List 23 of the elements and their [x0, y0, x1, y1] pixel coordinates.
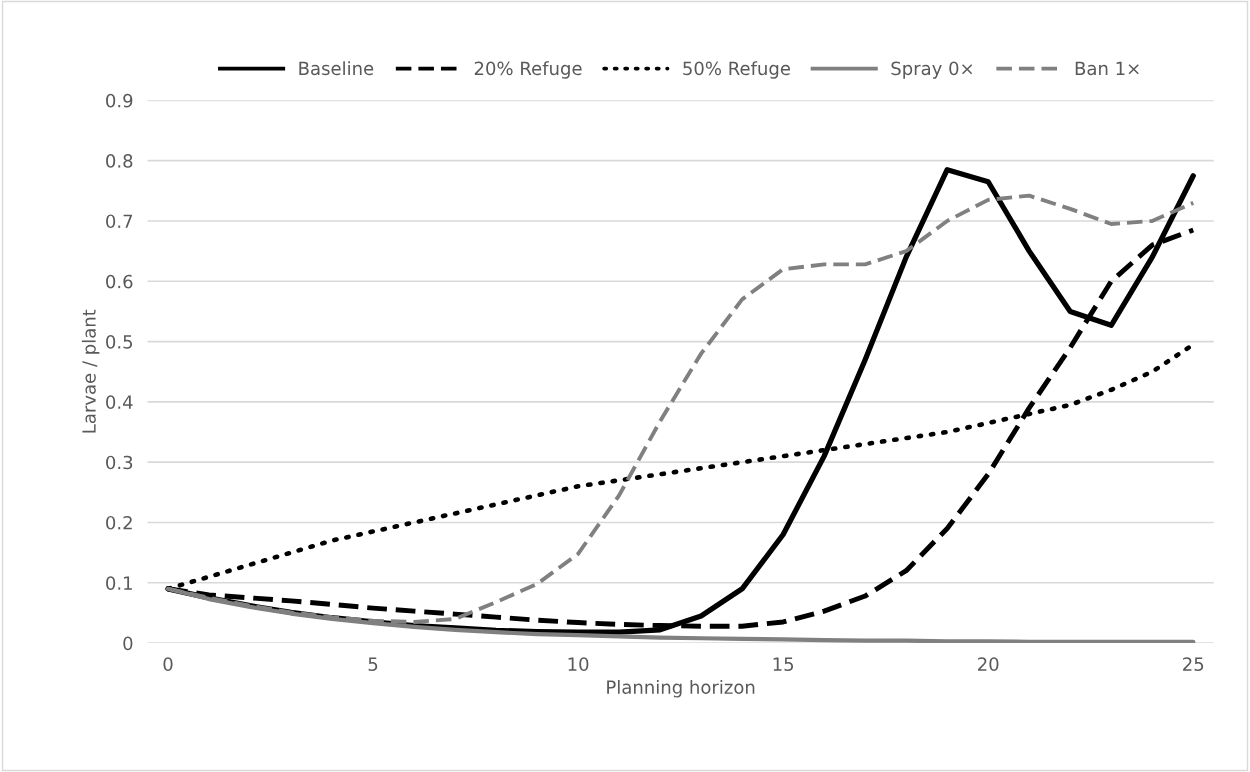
y-tick-label: 0.3	[106, 455, 133, 470]
y-tick-label: 0.7	[106, 214, 133, 229]
y-tick-label: 0.8	[106, 154, 133, 168]
y-tick-label: 0	[123, 636, 133, 651]
y-tick-label: 0.5	[106, 335, 133, 349]
y-tick-label: 0.6	[106, 274, 133, 289]
x-tick-label: 10	[568, 657, 589, 671]
legend-label: Baseline	[299, 61, 374, 76]
legend-label: 50% Refuge	[683, 61, 790, 79]
y-tick-label: 0.1	[106, 576, 132, 590]
legend-label: 20% Refuge	[474, 61, 582, 79]
y-tick-label: 0.4	[106, 395, 133, 409]
legend-label: Spray 0×	[891, 61, 973, 79]
x-tick-label: 5	[368, 657, 378, 671]
x-tick-label: 0	[163, 657, 173, 671]
x-tick-label: 25	[1183, 657, 1204, 671]
x-tick-label: 15	[773, 657, 794, 671]
x-tick-label: 20	[978, 657, 999, 671]
x-axis-title: Planning horizon	[607, 679, 755, 698]
y-tick-label: 0.2	[106, 515, 132, 530]
y-axis-title: Larvae / plant	[81, 309, 100, 433]
legend-label: Ban 1×	[1075, 61, 1139, 76]
y-tick-label: 0.9	[106, 93, 133, 108]
